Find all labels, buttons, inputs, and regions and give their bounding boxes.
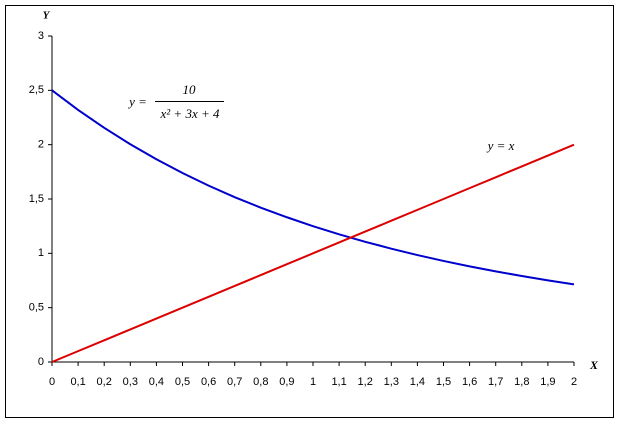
- x-tick-label: 0,4: [149, 376, 164, 388]
- y-tick-label: 0: [38, 356, 44, 368]
- x-tick-label: 1,4: [410, 376, 425, 388]
- x-tick-label: 0,5: [175, 376, 190, 388]
- x-tick-label: 1,5: [436, 376, 451, 388]
- x-tick-label: 0,7: [227, 376, 242, 388]
- x-tick-label: 1,8: [514, 376, 529, 388]
- x-tick-label: 1,7: [488, 376, 503, 388]
- x-tick-label: 1,6: [462, 376, 477, 388]
- series-line: [51, 143, 575, 363]
- x-tick-label: 0,6: [201, 376, 216, 388]
- x-tick-label: 1: [310, 376, 316, 388]
- x-tick-label: 1,9: [540, 376, 555, 388]
- series-line: [51, 89, 575, 286]
- annotation: y =: [127, 94, 147, 109]
- x-tick-label: 1,1: [331, 376, 346, 388]
- x-tick-label: 0,1: [70, 376, 85, 388]
- y-tick-label: 2,5: [29, 84, 44, 96]
- x-tick-label: 1,3: [384, 376, 399, 388]
- x-axis-label: X: [589, 358, 599, 372]
- x-tick-label: 0: [49, 376, 55, 388]
- chart-border: [5, 5, 614, 418]
- x-tick-label: 1,2: [358, 376, 373, 388]
- y-tick-label: 2: [38, 139, 44, 151]
- y-axis-label: Y: [43, 10, 51, 22]
- annotation: y = x: [486, 138, 515, 153]
- y-tick-label: 1,5: [29, 193, 44, 205]
- x-tick-label: 0,2: [97, 376, 112, 388]
- y-tick-label: 0,5: [29, 302, 44, 314]
- y-tick-label: 3: [38, 30, 44, 42]
- y-tick-label: 1: [38, 247, 44, 259]
- x-tick-label: 0,8: [253, 376, 268, 388]
- x-tick-label: 0,3: [123, 376, 138, 388]
- x-tick-label: 0,9: [279, 376, 294, 388]
- annotation: 10: [183, 82, 197, 97]
- annotation: x² + 3x + 4: [160, 106, 220, 121]
- x-tick-label: 2: [571, 376, 577, 388]
